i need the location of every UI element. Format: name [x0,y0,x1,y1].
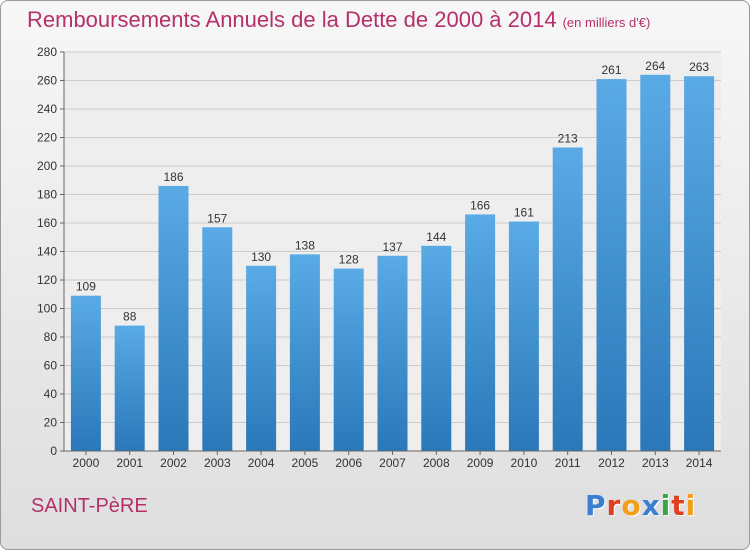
logo-letter: x [641,489,661,522]
bar-2010 [508,221,539,451]
data-label-2011: 213 [558,131,578,145]
y-tick-label: 180 [37,188,57,202]
bar-2006 [333,268,364,451]
bar-2007 [377,255,408,451]
proxiti-logo: Proxiti [585,489,696,522]
bar-2004 [246,265,277,451]
chart-title: Remboursements Annuels de la Dette de 20… [27,7,650,33]
y-tick-label: 220 [37,131,57,145]
bar-2013 [640,74,671,452]
bar-2008 [421,245,452,451]
y-tick-label: 200 [37,159,57,173]
logo-letter: i [685,489,697,522]
y-tick-label: 0 [50,444,57,458]
y-tick-label: 100 [37,302,57,316]
data-label-2001: 88 [123,310,137,324]
x-tick-label: 2004 [248,456,275,470]
logo-letter: i [660,489,672,522]
bar-2009 [465,214,496,451]
chart-unit: (en milliers d'€) [562,15,651,30]
data-label-2012: 261 [601,63,621,77]
commune-name: SAINT-PèRE [31,495,148,517]
bar-chart: 109 88 186 157 130 138 128 137 144 166 161 213 261 26… [37,45,721,470]
y-tick-label: 160 [37,216,57,230]
y-tick-label: 20 [44,416,58,430]
data-label-2014: 263 [689,60,709,74]
bar-2003 [202,227,233,451]
x-tick-label: 2012 [598,456,625,470]
data-label-2003: 157 [207,211,227,225]
data-label-2013: 264 [645,59,665,73]
x-tick-label: 2000 [73,456,100,470]
x-tick-label: 2006 [335,456,362,470]
x-tick-label: 2001 [116,456,143,470]
y-tick-label: 280 [37,45,57,59]
data-label-2004: 130 [251,250,271,264]
x-tick-label: 2011 [555,456,581,470]
x-tick-label: 2003 [204,456,231,470]
x-tick-label: 2009 [467,456,494,470]
y-tick-label: 140 [37,245,57,259]
y-tick-label: 60 [44,359,58,373]
x-tick-label: 2010 [511,456,538,470]
bar-2011 [552,147,583,451]
y-tick-label: 40 [44,387,58,401]
logo-letter: P [585,489,607,522]
y-tick-label: 240 [37,102,57,116]
x-tick-label: 2013 [642,456,669,470]
data-label-2008: 144 [426,230,446,244]
bar-2002 [158,185,189,451]
data-label-2007: 137 [382,240,402,254]
chart-title-text: Remboursements Annuels de la Dette de 20… [27,7,557,32]
bar-2001 [114,325,145,451]
x-tick-label: 2005 [292,456,319,470]
bar-2005 [289,254,320,451]
y-tick-label: 120 [37,273,57,287]
y-tick-label: 260 [37,74,57,88]
data-label-2000: 109 [76,280,96,294]
logo-letter: r [606,489,622,522]
x-tick-label: 2008 [423,456,450,470]
y-tick-label: 80 [44,330,58,344]
logo-letter: o [621,489,642,522]
bar-2014 [684,76,715,451]
x-tick-label: 2014 [686,456,713,470]
bar-2012 [596,79,627,451]
bar-2000 [70,295,101,451]
data-label-2010: 161 [514,206,534,220]
data-label-2009: 166 [470,198,490,212]
data-label-2006: 128 [339,253,359,267]
axes: 0 20 40 60 80 100 120 140 160 180 200 220 240 260 280 2… [37,45,721,470]
data-label-2005: 138 [295,238,315,252]
x-tick-label: 2002 [160,456,187,470]
logo-letter: t [671,489,686,522]
x-tick-label: 2007 [379,456,406,470]
bars: 109 88 186 157 130 138 128 137 144 166 161 213 261 26… [70,59,715,452]
data-label-2002: 186 [163,170,183,184]
